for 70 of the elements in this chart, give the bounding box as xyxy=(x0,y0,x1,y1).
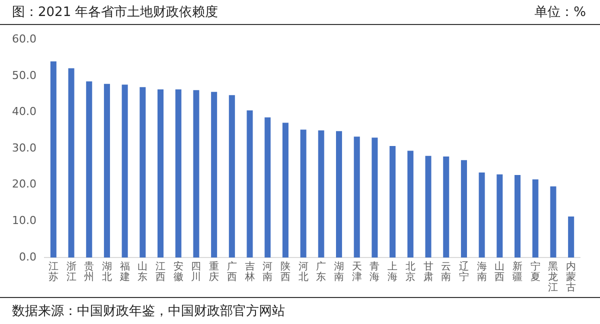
bar xyxy=(158,89,164,258)
bar xyxy=(496,174,503,258)
bar xyxy=(390,146,396,258)
bar xyxy=(425,156,432,258)
x-tick-label: 上海 xyxy=(388,260,398,283)
x-tick-label: 甘肃 xyxy=(423,260,434,283)
bar xyxy=(478,172,485,258)
y-tick-label: 30.0 xyxy=(12,141,36,154)
x-tick-label: 河北 xyxy=(298,260,308,283)
bar xyxy=(104,84,110,258)
x-tick-label: 安徽 xyxy=(173,260,184,283)
bar xyxy=(568,216,574,258)
x-tick-label: 吉林 xyxy=(244,260,255,283)
x-tick-label: 广西 xyxy=(226,260,237,283)
bar xyxy=(336,131,342,258)
x-tick-label: 内蒙古 xyxy=(566,260,576,294)
bar xyxy=(50,61,56,258)
x-tick-label: 海南 xyxy=(476,260,487,283)
y-tick-label: 20.0 xyxy=(12,178,36,191)
x-tick-label: 云南 xyxy=(441,261,452,283)
bar xyxy=(211,92,218,258)
bar xyxy=(86,81,92,258)
x-tick-label: 广东 xyxy=(316,260,326,283)
x-tick-label: 贵州 xyxy=(84,260,94,283)
x-tick-label: 福建 xyxy=(118,260,130,283)
x-tick-label: 青海 xyxy=(370,260,380,283)
bar xyxy=(193,90,200,258)
bar xyxy=(354,136,360,258)
y-tick-label: 10.0 xyxy=(12,214,36,228)
x-tick-label: 江西 xyxy=(156,260,166,283)
chart-title: 图：2021 年各省市土地财政依赖度 xyxy=(12,4,218,21)
x-tick-label: 北京 xyxy=(405,260,416,283)
bar xyxy=(175,89,182,258)
x-tick-label: 湖南 xyxy=(334,260,344,283)
y-tick-label: 0.0 xyxy=(18,250,36,264)
y-tick-label: 60.0 xyxy=(12,32,36,46)
bar xyxy=(550,186,556,258)
bar xyxy=(443,156,450,258)
x-tick-label: 陕西 xyxy=(280,260,290,283)
bar xyxy=(68,68,74,258)
bar xyxy=(282,122,288,258)
bar xyxy=(514,175,521,258)
x-tick-label: 山西 xyxy=(494,260,505,283)
x-tick-label: 新疆 xyxy=(512,260,523,283)
source-note: 数据来源：中国财政年鉴，中国财政部官方网站 xyxy=(12,303,285,320)
x-tick-label: 四川 xyxy=(191,261,202,283)
x-tick-label: 湖北 xyxy=(102,260,112,283)
x-tick-label: 江苏 xyxy=(48,260,58,283)
bar xyxy=(532,179,538,258)
bar xyxy=(372,138,378,258)
x-tick-label: 黑龙江 xyxy=(548,261,558,294)
y-tick-label: 50.0 xyxy=(12,68,36,82)
bar xyxy=(318,130,324,258)
x-tick-label: 天津 xyxy=(352,261,362,283)
x-tick-label: 浙江 xyxy=(66,260,76,283)
x-tick-label: 重庆 xyxy=(209,260,220,283)
bar xyxy=(264,117,271,258)
bar xyxy=(460,160,467,258)
x-tick-label: 河南 xyxy=(262,260,273,283)
bar xyxy=(246,110,253,258)
bar xyxy=(407,150,414,258)
x-tick-label: 山东 xyxy=(138,260,148,283)
bar xyxy=(122,84,128,258)
y-tick-label: 40.0 xyxy=(12,105,36,118)
y-axis-title: 单位：% xyxy=(534,4,586,21)
bar xyxy=(140,87,146,258)
x-tick-label: 宁夏 xyxy=(530,260,540,283)
bar xyxy=(228,95,235,258)
x-tick-label: 辽宁 xyxy=(458,260,469,283)
bar xyxy=(300,130,306,258)
